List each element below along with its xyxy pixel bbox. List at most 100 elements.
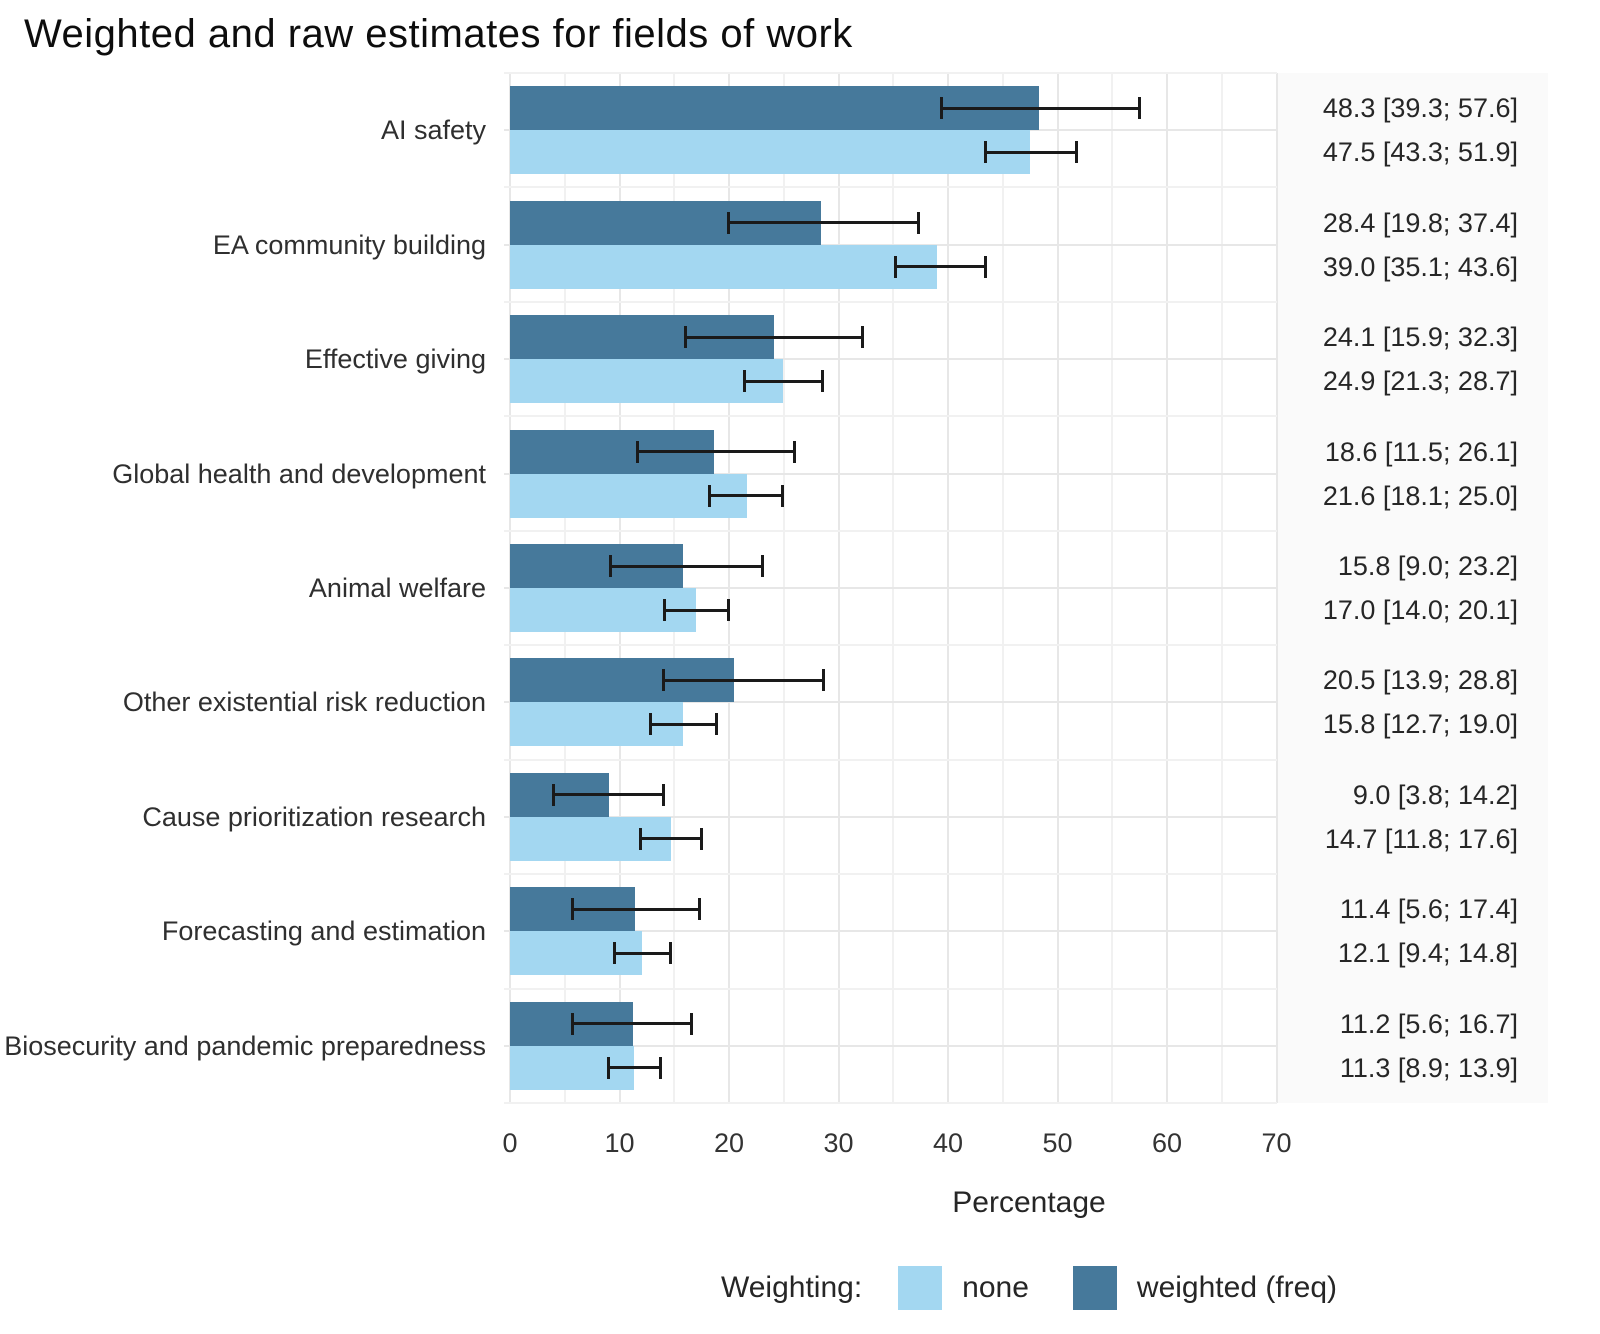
bar-none xyxy=(510,244,938,289)
category-label: Cause prioritization research xyxy=(142,801,486,832)
gridline-y xyxy=(504,472,1277,475)
error-bar-cap xyxy=(984,255,988,278)
gridline-y xyxy=(504,1102,1277,1104)
error-bar-line xyxy=(662,678,826,682)
value-annotation-none: 47.5 [43.3; 51.9] xyxy=(1322,137,1518,168)
error-bar-line xyxy=(639,837,703,841)
gridline-y xyxy=(504,987,1277,990)
bar-none xyxy=(510,359,783,404)
error-bar-none xyxy=(612,941,673,965)
legend-item-weighted: weighted (freq) xyxy=(1072,1266,1337,1310)
value-annotation-none: 17.0 [14.0; 20.1] xyxy=(1322,595,1518,625)
error-bar-cap xyxy=(699,827,703,850)
error-bar-none xyxy=(894,255,988,279)
error-bar-line xyxy=(607,1066,663,1070)
error-bar-cap xyxy=(726,211,730,234)
value-annotation-none: 39.0 [35.1; 43.6] xyxy=(1322,251,1518,282)
legend-title: Weighting: xyxy=(720,1271,863,1304)
gridline-y xyxy=(504,644,1277,647)
value-annotation-weighted: 48.3 [39.3; 57.6] xyxy=(1322,93,1518,124)
error-bar-line xyxy=(940,106,1141,110)
gridline-y xyxy=(504,701,1277,704)
bar-none xyxy=(510,130,1031,175)
category-label: Other existential risk reduction xyxy=(122,687,486,718)
error-bar-cap xyxy=(792,440,796,463)
value-annotation-weighted: 18.6 [11.5; 26.1] xyxy=(1324,436,1518,467)
error-bar-none xyxy=(984,140,1079,164)
x-axis-title: Percentage xyxy=(952,1186,1106,1219)
x-tick-label: 40 xyxy=(932,1128,964,1158)
error-bar-none xyxy=(663,598,731,622)
error-bar-cap xyxy=(551,783,555,806)
gridline-y xyxy=(504,415,1277,418)
value-annotation-none: 12.1 [9.4; 14.8] xyxy=(1337,938,1518,969)
gridline-y xyxy=(504,930,1277,933)
error-bar-cap xyxy=(612,942,616,965)
error-bar-line xyxy=(663,608,731,612)
error-bar-cap xyxy=(715,713,719,736)
value-annotation-weighted: 20.5 [13.9; 28.8] xyxy=(1322,665,1518,696)
error-bar-cap xyxy=(659,1056,663,1079)
error-bar-cap xyxy=(684,326,688,349)
x-tick-label: 70 xyxy=(1261,1128,1292,1158)
chart-title: Weighted and raw estimates for fields of… xyxy=(24,12,853,56)
value-annotation-weighted: 11.4 [5.6; 17.4] xyxy=(1339,894,1518,925)
error-bar-weighted xyxy=(571,1012,693,1036)
error-bar-cap xyxy=(649,713,653,736)
legend-item-none: none xyxy=(898,1266,1029,1310)
error-bar-weighted xyxy=(551,783,666,807)
error-bar-line xyxy=(571,907,701,911)
error-bar-cap xyxy=(662,669,666,692)
error-bar-cap xyxy=(635,440,639,463)
value-annotation-weighted: 15.8 [9.0; 23.2] xyxy=(1337,551,1518,581)
category-label: Global health and development xyxy=(112,458,486,489)
error-bar-line xyxy=(984,150,1079,154)
error-bar-cap xyxy=(860,326,864,349)
error-bar-cap xyxy=(571,898,575,921)
category-label: Forecasting and estimation xyxy=(161,916,486,947)
error-bar-cap xyxy=(1137,97,1141,120)
error-bar-line xyxy=(726,221,920,225)
error-bar-cap xyxy=(940,97,944,120)
annotation-panel xyxy=(1277,73,1548,1103)
error-bar-line xyxy=(743,379,825,383)
error-bar-cap xyxy=(697,898,701,921)
error-bar-cap xyxy=(662,783,666,806)
legend: Weighting: none weighted (freq) xyxy=(529,1258,1529,1318)
error-bar-line xyxy=(608,564,765,568)
error-bar-line xyxy=(894,265,988,269)
error-bar-cap xyxy=(1075,141,1079,164)
x-tick-label: 60 xyxy=(1151,1128,1183,1158)
category-label: AI safety xyxy=(380,115,486,146)
error-bar-cap xyxy=(607,1056,611,1079)
error-bar-none xyxy=(607,1056,663,1080)
gridline-y xyxy=(504,587,1277,589)
legend-label-none: none xyxy=(962,1271,1029,1304)
error-bar-cap xyxy=(708,484,712,507)
error-bar-weighted xyxy=(571,897,701,921)
category-label: EA community building xyxy=(212,229,486,260)
x-tick-label: 0 xyxy=(502,1128,518,1158)
error-bar-line xyxy=(612,951,673,955)
error-bar-weighted xyxy=(726,211,920,235)
error-bar-none xyxy=(743,369,825,393)
error-bar-weighted xyxy=(608,554,765,578)
error-bar-none xyxy=(639,827,703,851)
gridline-y xyxy=(504,186,1277,189)
error-bar-cap xyxy=(639,827,643,850)
error-bar-weighted xyxy=(940,96,1141,120)
value-annotation-weighted: 28.4 [19.8; 37.4] xyxy=(1322,207,1518,238)
error-bar-line xyxy=(684,335,864,339)
category-label: Effective giving xyxy=(304,344,486,375)
error-bar-cap xyxy=(689,1012,693,1035)
value-annotation-none: 11.3 [8.9; 13.9] xyxy=(1339,1052,1518,1083)
x-tick-label: 10 xyxy=(604,1128,635,1158)
gridline-y xyxy=(504,758,1277,761)
value-annotation-none: 15.8 [12.7; 19.0] xyxy=(1322,709,1518,740)
error-bar-cap xyxy=(727,599,731,621)
gridline-y xyxy=(504,1044,1277,1047)
error-bar-weighted xyxy=(662,668,826,692)
gridline-y xyxy=(504,72,1277,74)
category-label: Animal welfare xyxy=(308,573,486,603)
x-tick-label: 30 xyxy=(823,1128,854,1158)
